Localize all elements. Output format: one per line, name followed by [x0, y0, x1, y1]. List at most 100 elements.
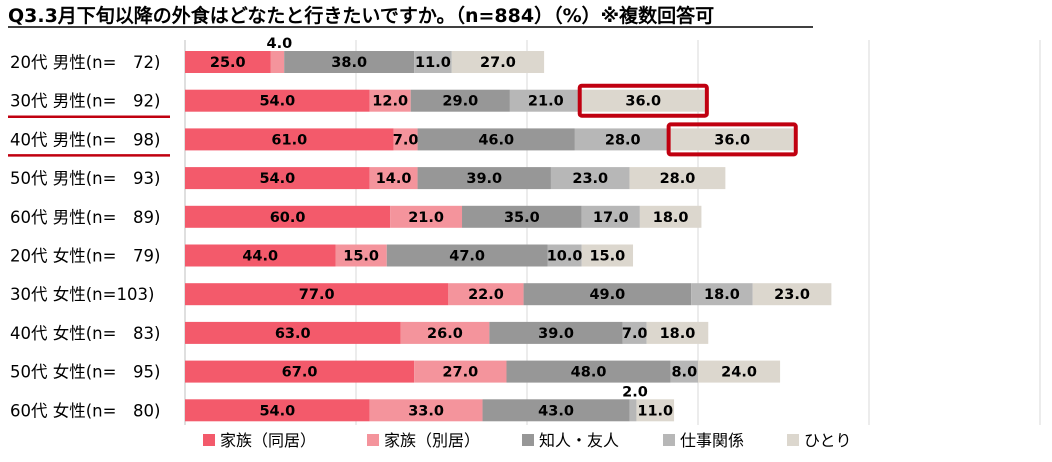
bar-segment	[691, 283, 753, 306]
category-label: 20代 女性(n= 79)	[10, 247, 160, 266]
legend-swatch	[787, 434, 799, 446]
bar-segment	[646, 321, 709, 344]
bar-segment	[581, 205, 640, 228]
data-label: 36.0	[714, 132, 750, 148]
bar-segment	[185, 205, 391, 228]
bar-segment	[752, 283, 832, 306]
bar-segment	[636, 399, 675, 422]
data-label: 10.0	[547, 249, 583, 265]
bar-segment	[185, 399, 370, 422]
legend-swatch	[203, 434, 215, 446]
category-label: 20代 男性(n= 72)	[10, 53, 160, 72]
bar-segment	[414, 51, 452, 73]
category-label: 40代 女性(n= 83)	[10, 324, 160, 343]
bar-segment	[284, 51, 415, 73]
legend: 家族（同居） 家族（別居） 知人・友人 仕事関係 ひとり	[203, 431, 852, 450]
legend-swatch	[367, 434, 379, 446]
bar-segment	[417, 167, 551, 190]
legend-swatch	[522, 434, 534, 446]
data-label: 22.0	[468, 287, 504, 303]
category-label: 30代 男性(n= 92)	[10, 92, 160, 111]
data-label: 11.0	[415, 55, 451, 71]
data-label: 28.0	[605, 132, 641, 148]
legend-entry: 家族（別居）	[384, 431, 480, 450]
bar-segment	[386, 244, 548, 267]
bar-segment	[185, 244, 336, 267]
bar-segment	[410, 89, 510, 112]
data-label: 21.0	[408, 210, 444, 226]
data-label: 8.0	[671, 365, 697, 381]
bar-segment	[523, 283, 692, 306]
data-label: 54.0	[259, 403, 295, 419]
chart-title: Q3.3月下旬以降の外食はどなたと行きたいですか。（n=884）（%）※複数回答…	[8, 4, 714, 27]
bar-segment	[369, 89, 411, 112]
data-label: 15.0	[589, 249, 625, 265]
data-label: 47.0	[449, 249, 485, 265]
data-label: 7.0	[393, 132, 419, 148]
bar-segment	[369, 399, 483, 422]
data-label: 39.0	[538, 326, 574, 342]
bar-segment	[335, 244, 387, 267]
data-label: 49.0	[589, 287, 625, 303]
data-label: 25.0	[210, 55, 246, 71]
bar-segment	[581, 244, 634, 267]
category-label: 30代 女性(n=103)	[10, 285, 154, 304]
data-label: 24.0	[721, 365, 757, 381]
data-label: 18.0	[660, 326, 696, 342]
bar-segment	[629, 167, 726, 190]
bar-segment	[462, 205, 582, 228]
bar-segment	[698, 360, 781, 383]
bars: 25.0 4.0 38.0 11.0 27.0 54.0 12.0 29.0 21.0 36.0 6…	[185, 36, 832, 422]
data-label: 27.0	[480, 55, 516, 71]
highlight-box	[666, 122, 798, 157]
category-label: 50代 女性(n= 95)	[10, 363, 160, 382]
bar-segment	[489, 321, 623, 344]
bar-segment	[185, 360, 415, 383]
bar-segment	[369, 167, 418, 190]
bar-segment	[622, 321, 647, 344]
bar-segment	[185, 321, 401, 344]
data-label: 11.0	[637, 403, 673, 419]
legend-swatch	[663, 434, 675, 446]
data-label: 29.0	[442, 94, 478, 110]
bar-segment	[185, 51, 271, 73]
bar-segment	[581, 89, 705, 112]
data-label: 21.0	[528, 94, 564, 110]
data-label: 33.0	[408, 403, 444, 419]
data-label: 2.0	[622, 384, 648, 400]
data-label: 39.0	[466, 171, 502, 187]
data-label: 14.0	[376, 171, 412, 187]
data-label: 43.0	[538, 403, 574, 419]
bar-segment	[185, 283, 449, 306]
row-labels: 20代 男性(n= 72) 30代 男性(n= 92) 40代 男性(n= 98) 5…	[8, 53, 170, 420]
bar-segment	[270, 51, 285, 73]
highlight-box	[577, 83, 709, 118]
data-label: 38.0	[331, 55, 367, 71]
bar-segment	[547, 244, 582, 267]
data-label: 23.0	[774, 287, 810, 303]
category-label: 50代 男性(n= 93)	[10, 169, 160, 188]
bar-segment	[629, 399, 637, 422]
data-label: 67.0	[282, 365, 318, 381]
data-label: 12.0	[372, 94, 408, 110]
data-label: 4.0	[266, 36, 292, 52]
bar-segment	[639, 205, 702, 228]
data-label: 48.0	[571, 365, 607, 381]
data-label: 60.0	[270, 210, 306, 226]
legend-entry: ひとり	[804, 431, 852, 450]
legend-entry: 家族（同居）	[220, 431, 316, 450]
bar-segment	[482, 399, 630, 422]
bar-segment	[400, 321, 490, 344]
bar-segment	[417, 128, 575, 151]
data-label: 35.0	[504, 210, 540, 226]
data-label: 46.0	[478, 132, 514, 148]
data-label: 27.0	[442, 365, 478, 381]
bar-segment	[670, 360, 698, 383]
legend-entry: 知人・友人	[539, 431, 619, 450]
data-label: 28.0	[660, 171, 696, 187]
data-label: 77.0	[299, 287, 335, 303]
bar-segment	[509, 89, 582, 112]
bar-segment	[670, 128, 794, 151]
bar-segment	[451, 51, 545, 73]
